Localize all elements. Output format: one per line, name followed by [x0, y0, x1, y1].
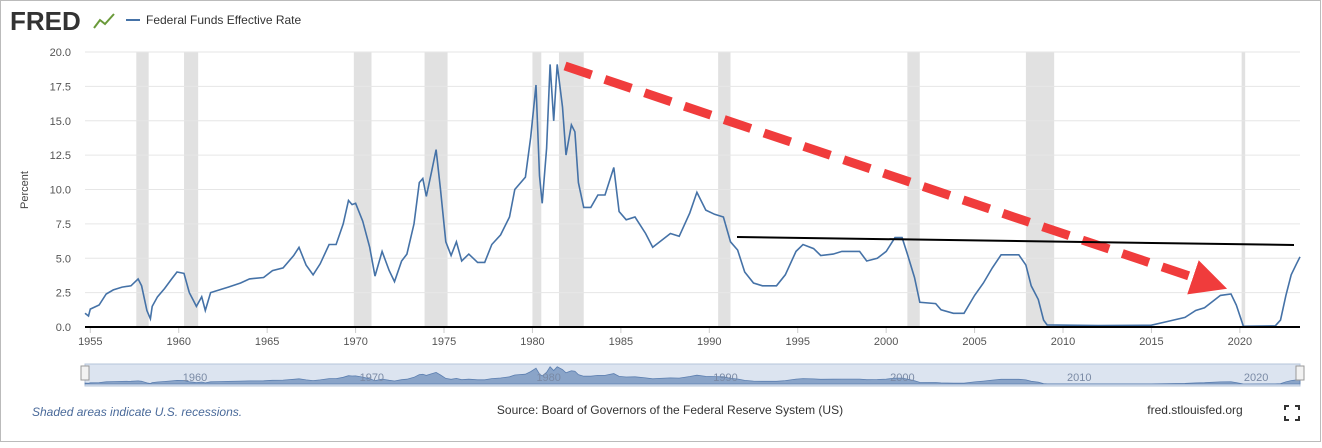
fullscreen-button[interactable] — [1284, 405, 1300, 421]
trend-arrow — [563, 61, 1228, 295]
y-tick-label: 15.0 — [50, 116, 71, 128]
x-tick-label: 2000 — [874, 336, 898, 348]
navigator-handle[interactable] — [1295, 365, 1305, 381]
source: Source: Board of Governors of the Federa… — [497, 403, 843, 417]
x-tick-label: 2005 — [962, 336, 986, 348]
navigator-label: 2000 — [890, 372, 914, 384]
navigator-label: 1990 — [713, 372, 737, 384]
y-tick-label: 12.5 — [50, 150, 71, 162]
x-tick-label: 2015 — [1139, 336, 1163, 348]
y-tick-label: 5.0 — [56, 253, 71, 265]
x-tick-label: 1980 — [520, 336, 544, 348]
plot-area: 0.0 2.5 5.0 7.5 10.0 12.5 15.0 17.5 20.0 1955 1960… — [50, 47, 1301, 348]
x-tick-label: 1960 — [166, 336, 190, 348]
navigator-label: 1970 — [360, 372, 384, 384]
x-tick-label: 1955 — [78, 336, 102, 348]
site: fred.stlouisfed.org — [1147, 403, 1242, 417]
x-tick-label: 1995 — [785, 336, 809, 348]
navigator-label: 1980 — [536, 372, 560, 384]
y-tick-label: 20.0 — [50, 47, 71, 59]
brand-logo: FRED — [10, 6, 81, 36]
x-tick-label: 1975 — [432, 336, 456, 348]
series-line — [84, 64, 1301, 328]
x-tick-label: 1990 — [697, 336, 721, 348]
x-tick-label: 1965 — [255, 336, 279, 348]
x-tick-label: 1985 — [609, 336, 633, 348]
reference-line — [736, 236, 1295, 246]
logo-icon — [93, 13, 115, 29]
y-tick-label: 2.5 — [56, 288, 71, 300]
navigator-label: 2020 — [1244, 372, 1268, 384]
y-tick-label: 0.0 — [56, 322, 71, 334]
navigator: 1960 1970 1980 1990 2000 2010 2020 — [80, 363, 1305, 387]
recession-note: Shaded areas indicate U.S. recessions. — [32, 405, 242, 419]
navigator-label: 1960 — [183, 372, 207, 384]
legend-label: Federal Funds Effective Rate — [146, 13, 302, 27]
y-tick-label: 7.5 — [56, 219, 71, 231]
y-tick-label: 10.0 — [50, 185, 71, 197]
y-axis-label: Percent — [19, 171, 31, 209]
x-tick-label: 2010 — [1051, 336, 1075, 348]
x-tick-label: 1970 — [343, 336, 367, 348]
x-tick-label: 2020 — [1228, 336, 1252, 348]
navigator-label: 2010 — [1067, 372, 1091, 384]
navigator-area — [84, 366, 1301, 385]
y-tick-label: 17.5 — [50, 81, 71, 93]
navigator-handle[interactable] — [80, 365, 90, 381]
